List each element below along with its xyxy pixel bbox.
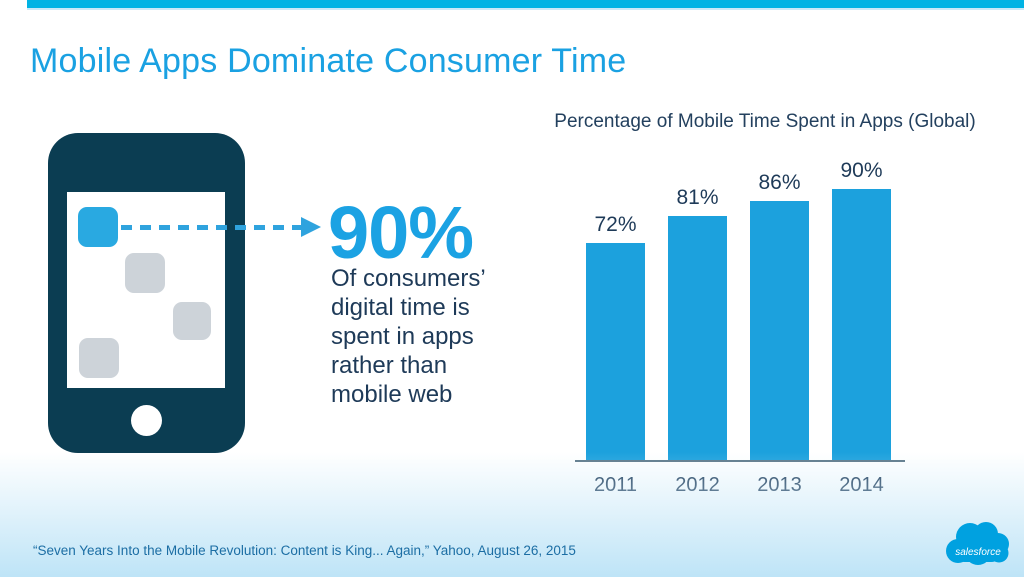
bar bbox=[668, 216, 727, 460]
bar-group: 86%2013 bbox=[750, 150, 809, 496]
bar bbox=[750, 201, 809, 460]
bar-value-label: 72% bbox=[594, 213, 637, 236]
stat-description: Of consumers’ digital time is spent in a… bbox=[331, 265, 486, 408]
bar-value-label: 90% bbox=[840, 159, 883, 182]
bar-group: 81%2012 bbox=[668, 150, 727, 496]
bar-group: 90%2014 bbox=[832, 150, 891, 496]
app-icon bbox=[173, 302, 211, 340]
dashed-arrow-icon bbox=[121, 225, 303, 230]
bar-chart: 72%2011 81%2012 86%2013 90%2014 bbox=[575, 150, 905, 496]
app-icon-highlighted bbox=[78, 207, 118, 247]
phone-illustration-icon bbox=[48, 133, 245, 453]
source-citation: “Seven Years Into the Mobile Revolution:… bbox=[33, 543, 576, 558]
app-icon bbox=[125, 253, 165, 293]
bar bbox=[832, 189, 891, 460]
big-stat-value: 90% bbox=[328, 191, 474, 274]
logo-wordmark: salesforce bbox=[955, 547, 1001, 558]
footer-gradient bbox=[0, 452, 1024, 577]
slide-title: Mobile Apps Dominate Consumer Time bbox=[30, 42, 627, 80]
arrow-head-icon bbox=[301, 217, 321, 237]
home-button-icon bbox=[131, 405, 162, 436]
bar-value-label: 81% bbox=[676, 186, 719, 209]
bar bbox=[586, 243, 645, 460]
phone-screen bbox=[67, 192, 225, 388]
top-accent-bar bbox=[27, 0, 1024, 10]
chart-title: Percentage of Mobile Time Spent in Apps … bbox=[554, 111, 976, 132]
app-icon bbox=[79, 338, 119, 378]
bar-group: 72%2011 bbox=[586, 150, 645, 496]
salesforce-cloud-logo-icon: salesforce bbox=[946, 522, 1009, 565]
bar-value-label: 86% bbox=[758, 171, 801, 194]
